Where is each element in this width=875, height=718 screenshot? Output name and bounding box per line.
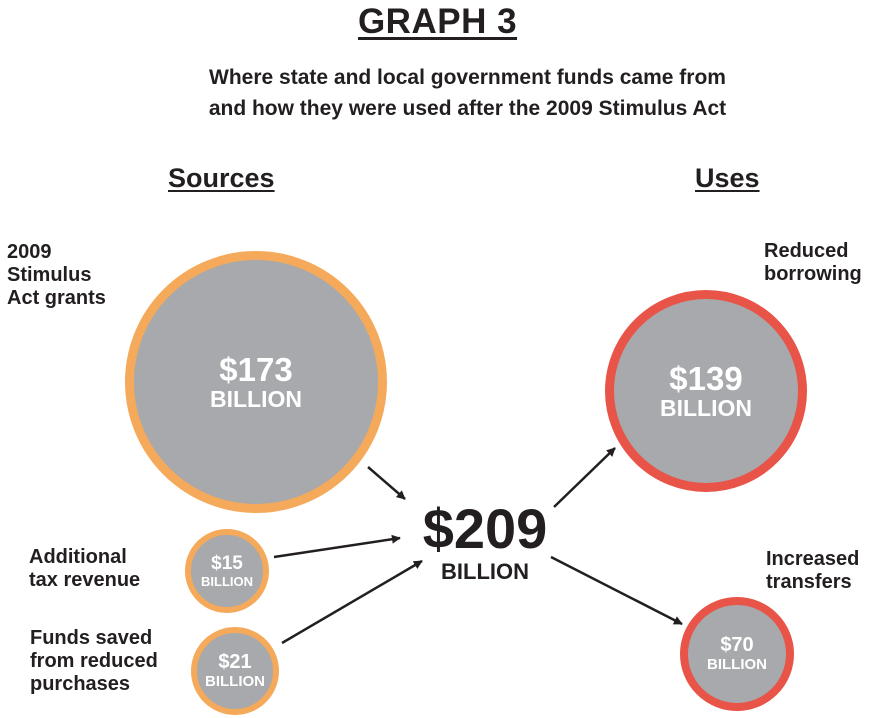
tax-revenue-bubble: $15 BILLION: [185, 529, 269, 613]
stimulus-grants-label: 2009 Stimulus Act grants: [7, 241, 106, 310]
label-line: purchases: [30, 673, 131, 695]
bubble-amount: $21: [218, 651, 252, 673]
bubble-amount: $70: [720, 634, 754, 656]
label-line: Increased: [766, 548, 860, 570]
arrow-total-to-borrowing: [553, 447, 616, 508]
arrow-total-to-transfers: [550, 555, 683, 626]
graph-title: GRAPH 3: [357, 2, 518, 41]
reduced-borrowing-label: Reduced borrowing: [764, 240, 862, 286]
increased-transfers-label: Increased transfers: [766, 548, 859, 594]
bubble-unit: BILLION: [210, 385, 302, 412]
subtitle-line-2: and how they were used after the 2009 St…: [208, 97, 727, 120]
total-unit: BILLION: [441, 559, 529, 584]
bubble-amount: $15: [211, 552, 243, 574]
funds-saved-bubble: $21 BILLION: [191, 627, 279, 715]
increased-transfers-bubble: $70 BILLION: [680, 597, 794, 711]
label-line: Stimulus: [7, 264, 92, 286]
tax-revenue-label: Additional tax revenue: [29, 546, 140, 592]
bubble-unit: BILLION: [205, 673, 265, 690]
bubble-amount: $173: [219, 350, 293, 388]
sources-heading: Sources: [168, 163, 275, 193]
total-amount: $209: [422, 497, 548, 560]
arrow-grants-to-total: [367, 466, 406, 500]
stimulus-grants-bubble: $173 BILLION: [125, 251, 387, 513]
label-line: borrowing: [764, 263, 862, 285]
subtitle-line-1: Where state and local government funds c…: [209, 66, 726, 89]
bubble-amount: $139: [669, 359, 743, 397]
bubble-unit: BILLION: [707, 656, 767, 673]
graph-subtitle: Where state and local government funds c…: [0, 62, 875, 124]
label-line: Additional: [29, 546, 127, 568]
uses-heading: Uses: [695, 163, 760, 193]
label-line: Reduced: [764, 240, 849, 262]
funds-saved-label: Funds saved from reduced purchases: [30, 627, 158, 696]
label-line: from reduced: [30, 650, 158, 672]
label-line: Act grants: [7, 287, 106, 309]
bubble-unit: BILLION: [660, 394, 752, 421]
total-funds: $209 BILLION: [405, 500, 565, 584]
bubble-unit: BILLION: [201, 573, 253, 589]
label-line: Funds saved: [30, 627, 153, 649]
arrow-saved-to-total: [281, 559, 423, 645]
label-line: 2009: [7, 241, 52, 263]
arrow-tax-to-total: [273, 534, 401, 559]
reduced-borrowing-bubble: $139 BILLION: [605, 290, 807, 492]
label-line: transfers: [766, 571, 852, 593]
label-line: tax revenue: [29, 569, 141, 591]
